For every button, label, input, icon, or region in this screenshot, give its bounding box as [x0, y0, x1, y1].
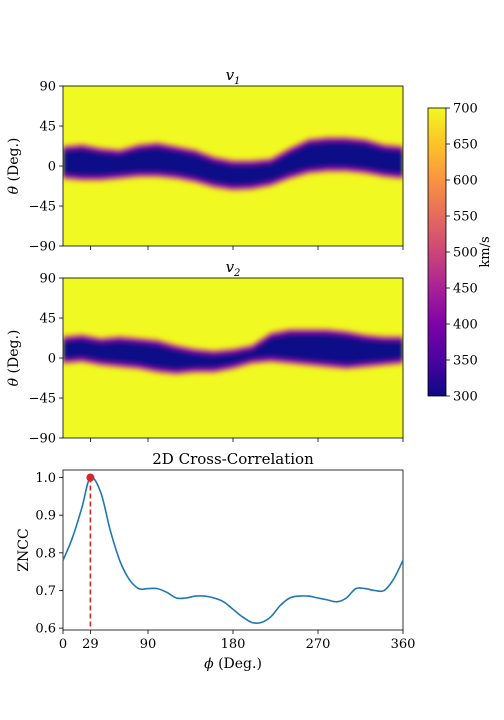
ytick-label: 0.9	[35, 509, 56, 524]
colorbar-ticks: 700 650 600 550 500 450 400 350 300	[446, 102, 478, 405]
corr-yaxis: 0.6 0.7 0.8 0.9 1.0	[35, 471, 63, 637]
corr-series-line	[62, 476, 404, 624]
ytick-label: 0.6	[35, 622, 56, 637]
corr-frame	[62, 469, 404, 631]
ytick-label: 90	[39, 272, 56, 287]
v2-stream-core	[63, 334, 403, 370]
ytick-label: 0.7	[35, 584, 56, 599]
xtick-label: 180	[221, 637, 246, 652]
colorbar-tick-label: 300	[453, 390, 478, 405]
ytick-label: 1.0	[35, 471, 56, 486]
colorbar-tick-label: 350	[453, 354, 478, 369]
colorbar-label: km/s	[478, 236, 493, 267]
ytick-label: −45	[29, 392, 56, 407]
colorbar-tick-label: 450	[453, 282, 478, 297]
colorbar: 700 650 600 550 500 450 400 350 300 km/s	[427, 102, 493, 405]
ytick-label: 0	[48, 160, 56, 175]
xtick-label: 270	[306, 637, 331, 652]
ytick-label: −90	[29, 432, 56, 447]
colorbar-tick-label: 650	[453, 138, 478, 153]
xtick-label: 90	[140, 637, 157, 652]
v2-xaxis	[89, 438, 404, 442]
colorbar-gradient	[427, 107, 447, 397]
v2-ylabel: θ (Deg.)	[6, 330, 22, 387]
corr-title: 2D Cross-Correlation	[152, 450, 314, 468]
ytick-label: 0	[48, 352, 56, 367]
ytick-label: 90	[39, 80, 56, 95]
v1-xaxis	[89, 246, 404, 250]
corr-xaxis: 0 29 90 180 270 360	[59, 630, 416, 652]
v2-yaxis: 90 45 0 −45 −90	[29, 272, 63, 447]
v1-ylabel: θ (Deg.)	[6, 138, 22, 195]
panel-v2: v2 90 45 0 −45 −90 θ (Deg.)	[6, 258, 404, 447]
v1-yaxis: 90 45 0 −45 −90	[29, 80, 63, 255]
panel-correlation: 2D Cross-Correlation 0.6 0.7 0.8 0.9 1.0 0 29…	[16, 450, 415, 672]
peak-marker	[86, 473, 95, 482]
panel-v2-title: v2	[226, 258, 241, 279]
ytick-label: −90	[29, 240, 56, 255]
xtick-label: 29	[82, 637, 99, 652]
panel-v1-title: v1	[226, 66, 241, 87]
corr-xlabel: ϕ (Deg.)	[204, 656, 262, 672]
colorbar-tick-label: 700	[453, 102, 478, 117]
panel-v1: v1 90 45 0 −45 −90 θ (Deg.)	[6, 66, 404, 255]
xtick-label: 0	[59, 637, 67, 652]
ytick-label: 45	[39, 312, 56, 327]
ytick-label: −45	[29, 200, 56, 215]
ytick-label: 0.8	[35, 546, 56, 561]
xtick-label: 360	[391, 637, 416, 652]
colorbar-tick-label: 500	[453, 246, 478, 261]
colorbar-tick-label: 400	[453, 318, 478, 333]
v1-stream-core	[63, 142, 403, 186]
colorbar-tick-label: 550	[453, 210, 478, 225]
colorbar-tick-label: 600	[453, 174, 478, 189]
corr-ylabel: ZNCC	[16, 528, 32, 571]
ytick-label: 45	[39, 120, 56, 135]
